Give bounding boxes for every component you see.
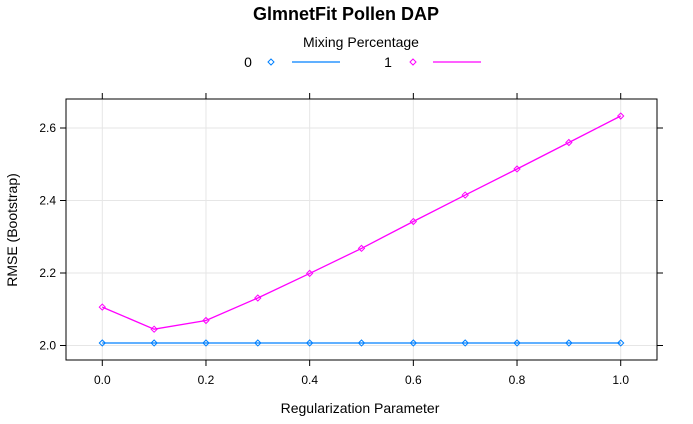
data-point <box>409 339 418 347</box>
data-point <box>513 339 521 347</box>
data-point <box>461 339 469 347</box>
y-axis-label: RMSE (Bootstrap) <box>4 173 20 287</box>
data-point <box>254 339 262 347</box>
data-point <box>565 138 573 147</box>
x-tick-label: 0.2 <box>198 373 215 387</box>
legend-label: 0 <box>244 54 252 70</box>
data-point <box>150 339 158 347</box>
data-point <box>305 339 314 347</box>
data-point <box>565 339 573 347</box>
series-layer <box>98 112 625 347</box>
data-point <box>409 217 418 226</box>
data-point <box>461 191 469 199</box>
x-tick-label: 0.0 <box>94 373 111 387</box>
gridlines <box>66 99 657 360</box>
x-tick-label: 0.4 <box>301 373 318 387</box>
x-tick-label: 1.0 <box>612 373 629 387</box>
legend-marker <box>267 58 275 66</box>
plot-frame <box>65 98 658 361</box>
data-point <box>357 244 366 253</box>
x-axis-label: Regularization Parameter <box>281 400 440 416</box>
series-0 <box>98 339 625 347</box>
data-point <box>254 294 262 302</box>
series-line <box>102 115 621 330</box>
data-point <box>617 339 625 347</box>
legend-title: Mixing Percentage <box>303 34 419 50</box>
data-point <box>305 269 314 278</box>
x-tick-label: 0.8 <box>509 373 526 387</box>
data-point <box>202 339 210 347</box>
data-point <box>98 303 106 311</box>
data-point <box>202 316 210 325</box>
y-tick-label: 2.4 <box>39 194 56 208</box>
legend-marker <box>409 58 417 66</box>
series-1 <box>98 112 625 333</box>
legend-label: 1 <box>384 54 392 70</box>
data-point <box>150 325 158 333</box>
x-tick-label: 0.6 <box>405 373 422 387</box>
data-point <box>357 339 366 347</box>
data-point <box>98 339 106 347</box>
y-tick-label: 2.0 <box>39 339 56 353</box>
y-tick-label: 2.2 <box>39 266 56 280</box>
data-point <box>513 165 521 173</box>
y-tick-label: 2.6 <box>39 121 56 135</box>
axes: 0.0 0.2 0.4 0.6 0.8 1.0 2.0 2.2 2.4 2.6 <box>39 93 663 387</box>
chart-title: GlmnetFit Pollen DAP <box>253 4 439 24</box>
data-point <box>617 112 625 120</box>
